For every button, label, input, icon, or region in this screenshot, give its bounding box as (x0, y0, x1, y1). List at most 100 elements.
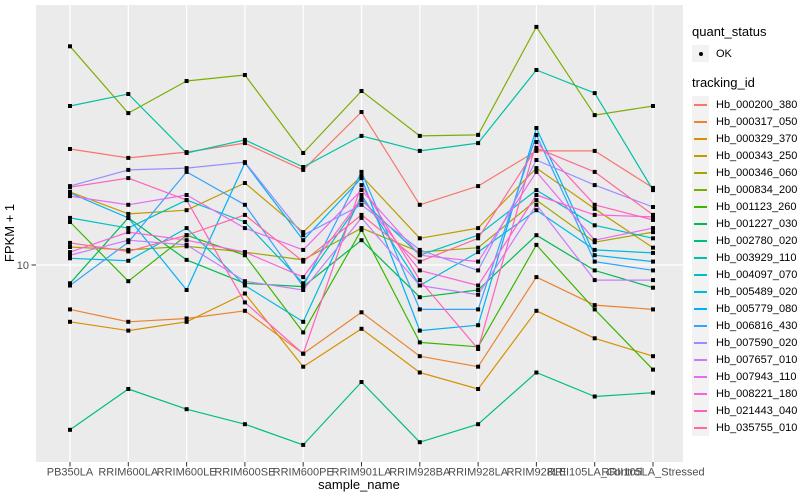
data-point (476, 283, 481, 288)
data-point (359, 89, 364, 93)
data-point (68, 44, 72, 49)
legend-entry-label: Hb_005489_020 (716, 285, 798, 298)
data-point (242, 212, 247, 217)
line-key-icon (694, 256, 707, 259)
data-point (126, 319, 131, 324)
data-point (359, 227, 364, 232)
legend-key (692, 351, 709, 368)
data-point (651, 285, 655, 290)
data-point (417, 268, 422, 273)
data-point (417, 370, 422, 375)
data-point (534, 188, 539, 193)
data-point (359, 193, 364, 197)
data-point (417, 202, 422, 207)
legend-key (692, 283, 709, 300)
data-point (126, 328, 131, 333)
data-point (534, 24, 539, 29)
data-point (301, 364, 306, 369)
data-point (592, 307, 597, 312)
data-point (184, 257, 189, 262)
data-point (592, 394, 597, 399)
data-point (359, 212, 364, 217)
data-point (651, 188, 655, 193)
line-key-icon (694, 103, 707, 106)
legend-tracking-entries: Hb_000200_380 Hb_000317_050 Hb_000329_370 H… (692, 96, 800, 436)
legend-entry: Hb_006816_430 (692, 317, 800, 334)
line-key-icon (694, 188, 707, 191)
legend-entry-label: Hb_008221_180 (716, 387, 798, 400)
data-point (359, 176, 364, 181)
legend-entry-label: Hb_000329_370 (716, 132, 798, 145)
line-key-icon (694, 324, 707, 327)
legend-key (692, 198, 709, 215)
legend-entry-label: Hb_000317_050 (716, 115, 798, 128)
data-point (651, 367, 655, 372)
data-point (417, 328, 422, 333)
legend-key (692, 181, 709, 198)
data-point (359, 183, 364, 188)
legend-entry-label: Hb_004097_070 (716, 268, 798, 281)
data-point (301, 319, 306, 324)
data-point (592, 278, 597, 283)
data-point (592, 148, 597, 153)
line-key-icon (694, 222, 707, 225)
data-point (184, 319, 189, 324)
y-tick-label: 10 (17, 260, 29, 272)
legend-key (692, 419, 709, 436)
data-point (592, 223, 597, 228)
data-point (242, 250, 247, 255)
legend-entry-label: Hb_007590_020 (716, 336, 798, 349)
x-tick-label: RRIM928LE (506, 467, 566, 479)
legend-entry-label: Hb_007657_010 (716, 353, 798, 366)
data-point (534, 275, 539, 280)
data-point (651, 278, 655, 283)
data-point (301, 281, 306, 286)
data-point (242, 281, 247, 286)
data-point (184, 288, 189, 292)
line-key-icon (694, 358, 707, 361)
legend-key (692, 368, 709, 385)
data-point (476, 184, 481, 189)
legend-entry-label: Hb_000346_060 (716, 166, 798, 179)
legend-entry: Hb_001123_260 (692, 198, 800, 215)
x-tick-label: RRIM600LA (98, 467, 159, 479)
data-point (417, 148, 422, 153)
data-point (126, 387, 131, 391)
data-point (242, 283, 247, 288)
data-point (126, 226, 131, 231)
legend-entry: Hb_003929_110 (692, 249, 800, 266)
axes: PB350LA RRIM600LARRIM600LERRIM600SERRIM60… (17, 260, 705, 479)
data-point (651, 245, 655, 250)
data-point (592, 206, 597, 211)
legend-key (692, 232, 709, 249)
data-point (126, 238, 131, 243)
data-point (242, 202, 247, 207)
data-point (68, 194, 72, 199)
line-key-icon (694, 426, 707, 429)
data-point (592, 169, 597, 174)
data-point (651, 104, 655, 108)
legend-entry-label: Hb_007943_110 (716, 370, 797, 383)
x-tick-label: RRIM600LE (157, 467, 217, 479)
data-point (242, 279, 247, 284)
data-point (242, 308, 247, 313)
legend-key (692, 164, 709, 181)
data-point (68, 245, 72, 249)
data-point (301, 442, 306, 447)
data-point (301, 167, 306, 172)
legend-key (692, 402, 709, 419)
data-point (359, 188, 364, 193)
line-key-icon (694, 392, 707, 395)
legend-entry-label: Hb_035755_010 (716, 421, 798, 434)
data-point (534, 242, 539, 247)
legend-entry-label: Hb_001123_260 (716, 200, 797, 213)
data-point (184, 166, 189, 171)
data-point (126, 111, 131, 116)
data-point (359, 173, 364, 178)
data-point (301, 151, 306, 155)
data-point (651, 205, 655, 209)
data-point (301, 275, 306, 280)
data-point (359, 238, 364, 243)
data-point (184, 233, 189, 238)
legend-key (692, 300, 709, 317)
